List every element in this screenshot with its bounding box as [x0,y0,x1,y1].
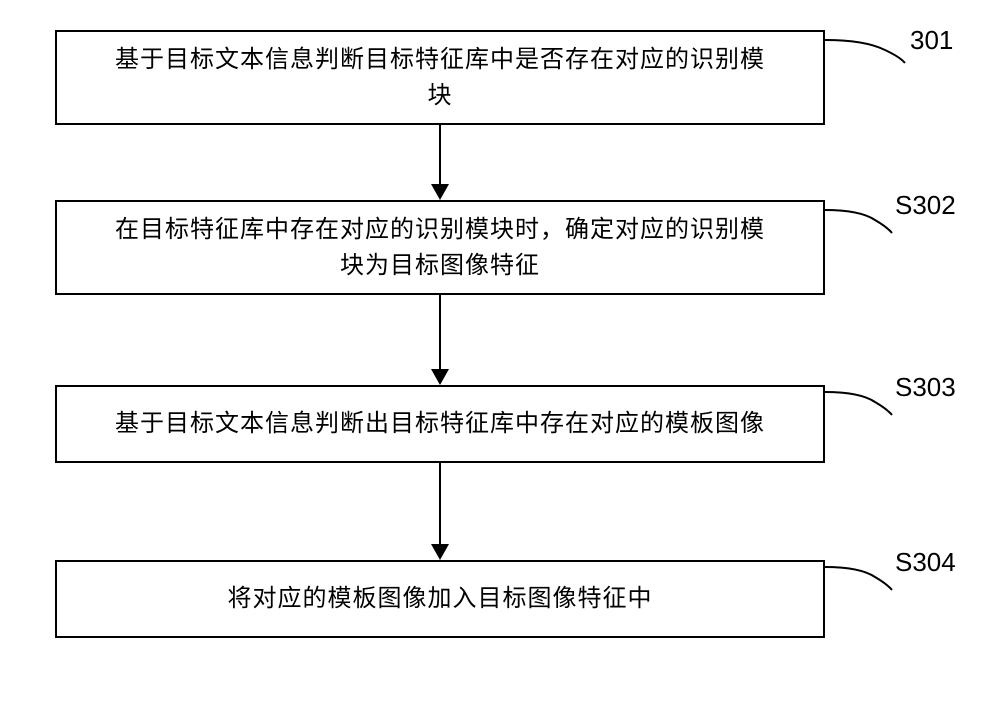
step-3-line1: 基于目标文本信息判断出目标特征库中存在对应的模板图像 [115,410,765,437]
step-label-4: S304 [895,547,956,578]
arrow-line-2 [439,295,441,369]
step-label-2: S302 [895,190,956,221]
flow-step-2: 在目标特征库中存在对应的识别模块时，确定对应的识别模 块为目标图像特征 [55,200,825,295]
flow-step-4: 将对应的模板图像加入目标图像特征中 [55,560,825,638]
step-text: 基于目标文本信息判断出目标特征库中存在对应的模板图像 [115,406,765,442]
step-label-1: 301 [910,25,953,56]
label-connector-2 [825,205,900,235]
label-connector-4 [825,562,900,592]
label-connector-3 [825,387,900,417]
step-label-3: S303 [895,372,956,403]
step-text: 基于目标文本信息判断目标特征库中是否存在对应的识别模 块 [115,42,765,114]
label-connector-1 [825,35,910,65]
step-1-line1: 基于目标文本信息判断目标特征库中是否存在对应的识别模 [115,46,765,73]
step-2-line2: 块为目标图像特征 [340,252,540,279]
arrow-head-1 [431,184,449,200]
step-4-line1: 将对应的模板图像加入目标图像特征中 [228,585,653,612]
arrow-line-3 [439,463,441,544]
step-text: 将对应的模板图像加入目标图像特征中 [228,581,653,617]
step-text: 在目标特征库中存在对应的识别模块时，确定对应的识别模 块为目标图像特征 [115,212,765,284]
flow-step-1: 基于目标文本信息判断目标特征库中是否存在对应的识别模 块 [55,30,825,125]
arrow-head-2 [431,369,449,385]
arrow-line-1 [439,125,441,184]
arrow-head-3 [431,544,449,560]
step-1-line2: 块 [428,82,453,109]
step-2-line1: 在目标特征库中存在对应的识别模块时，确定对应的识别模 [115,216,765,243]
flow-step-3: 基于目标文本信息判断出目标特征库中存在对应的模板图像 [55,385,825,463]
